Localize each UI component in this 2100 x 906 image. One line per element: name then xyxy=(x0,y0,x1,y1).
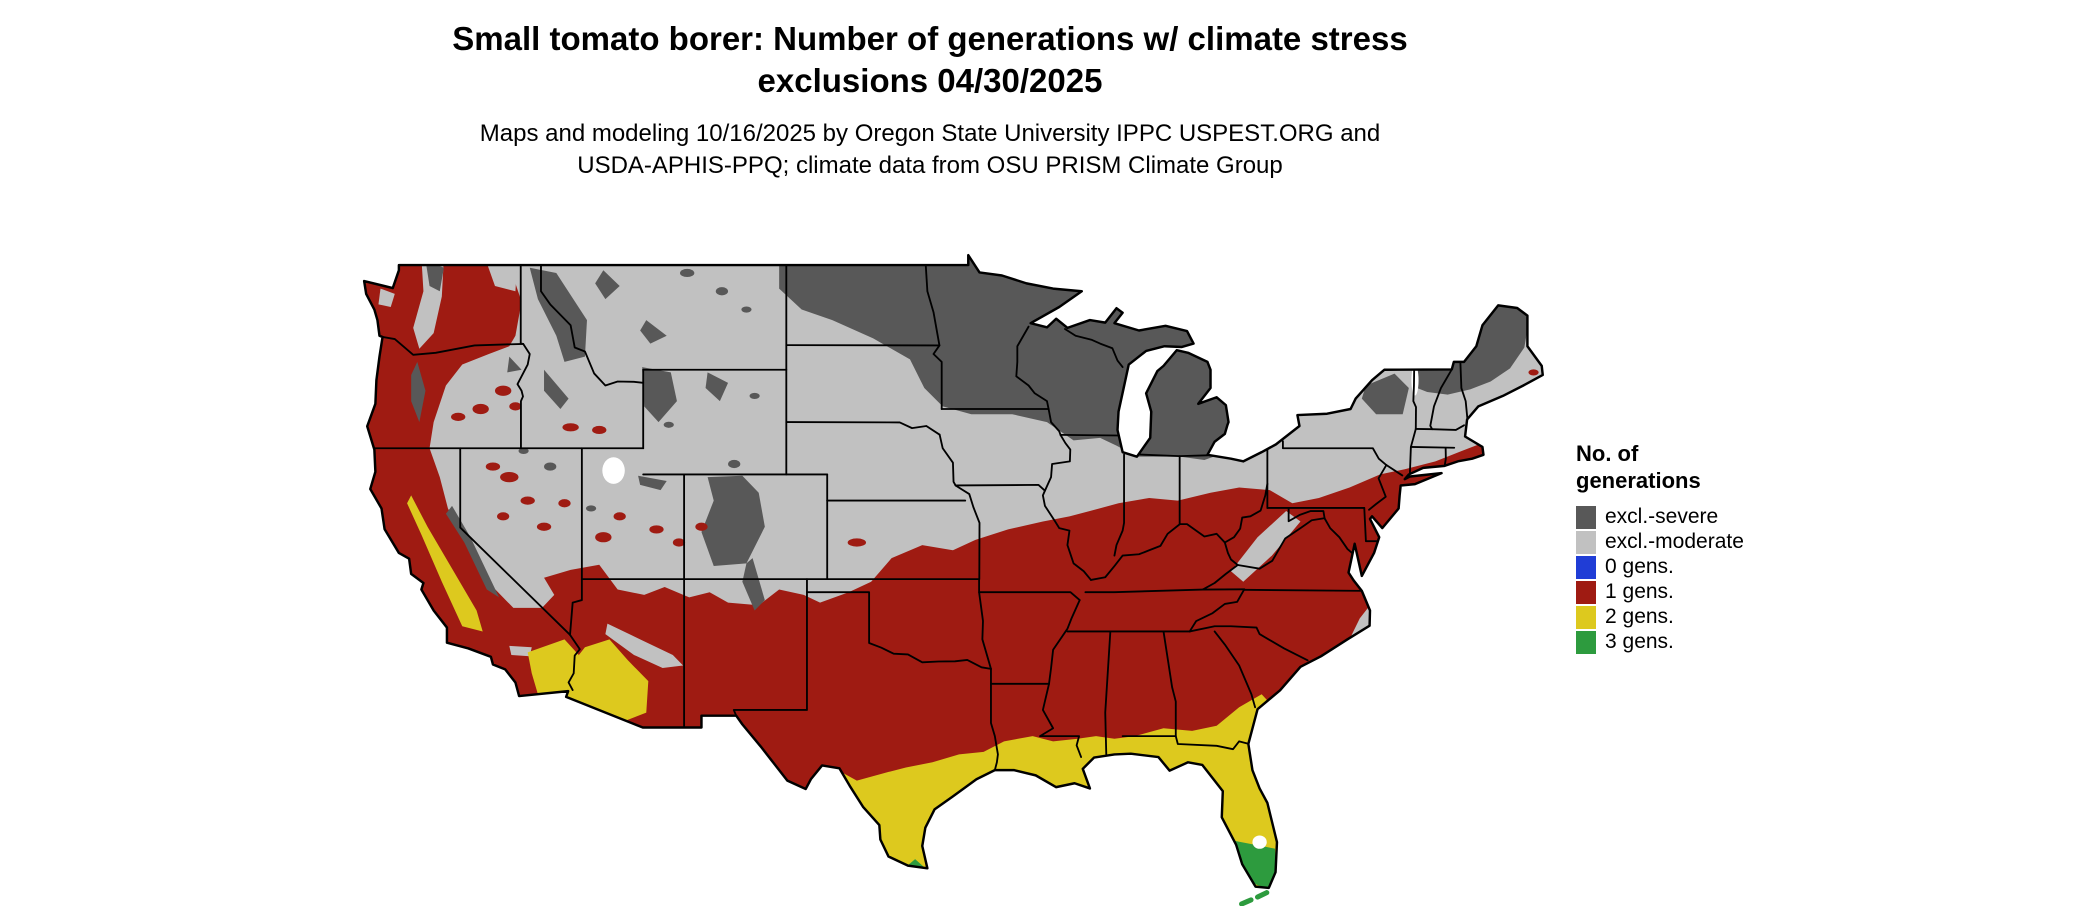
legend-swatch-excl-moderate xyxy=(1576,530,1596,554)
page-subtitle-line2: USDA-APHIS-PPQ; climate data from OSU PR… xyxy=(577,152,1283,180)
legend-label-excl-moderate: excl.-moderate xyxy=(1605,530,1744,554)
page-title-line1: Small tomato borer: Number of generation… xyxy=(452,20,1408,57)
legend-label-0-gens: 0 gens. xyxy=(1605,555,1674,579)
page-subtitle-line1: Maps and modeling 10/16/2025 by Oregon S… xyxy=(479,120,1381,148)
legend-swatch-1-gens xyxy=(1576,580,1596,604)
legend-swatch-0-gens xyxy=(1576,555,1596,579)
us-map-canvas xyxy=(358,252,1554,906)
legend-item-2-gens: 2 gens. xyxy=(1576,605,1744,630)
map-legend: No. of generations excl.-severe excl.-mo… xyxy=(1576,441,1744,655)
page-subtitle: Maps and modeling 10/16/2025 by Oregon S… xyxy=(0,118,1860,181)
legend-item-3-gens: 3 gens. xyxy=(1576,630,1744,655)
legend-label-3-gens: 3 gens. xyxy=(1605,630,1674,654)
legend-swatch-2-gens xyxy=(1576,605,1596,629)
legend-swatch-3-gens xyxy=(1576,630,1596,654)
legend-title: No. of generations xyxy=(1576,441,1744,495)
legend-title-line2: generations xyxy=(1576,467,1701,493)
legend-label-1-gens: 1 gens. xyxy=(1605,580,1674,604)
legend-item-1-gens: 1 gens. xyxy=(1576,580,1744,605)
legend-item-excl-moderate: excl.-moderate xyxy=(1576,530,1744,555)
legend-item-0-gens: 0 gens. xyxy=(1576,555,1744,580)
us-generations-map xyxy=(358,252,1554,906)
legend-label-excl-severe: excl.-severe xyxy=(1605,505,1719,529)
legend-label-2-gens: 2 gens. xyxy=(1605,605,1674,629)
legend-item-excl-severe: excl.-severe xyxy=(1576,505,1744,530)
page-header: Small tomato borer: Number of generation… xyxy=(0,18,1860,182)
legend-title-line1: No. of xyxy=(1576,441,1639,466)
legend-items: excl.-severe excl.-moderate 0 gens. 1 ge… xyxy=(1576,505,1744,655)
page-title-line2: exclusions 04/30/2025 xyxy=(757,62,1103,100)
legend-swatch-excl-severe xyxy=(1576,505,1596,529)
